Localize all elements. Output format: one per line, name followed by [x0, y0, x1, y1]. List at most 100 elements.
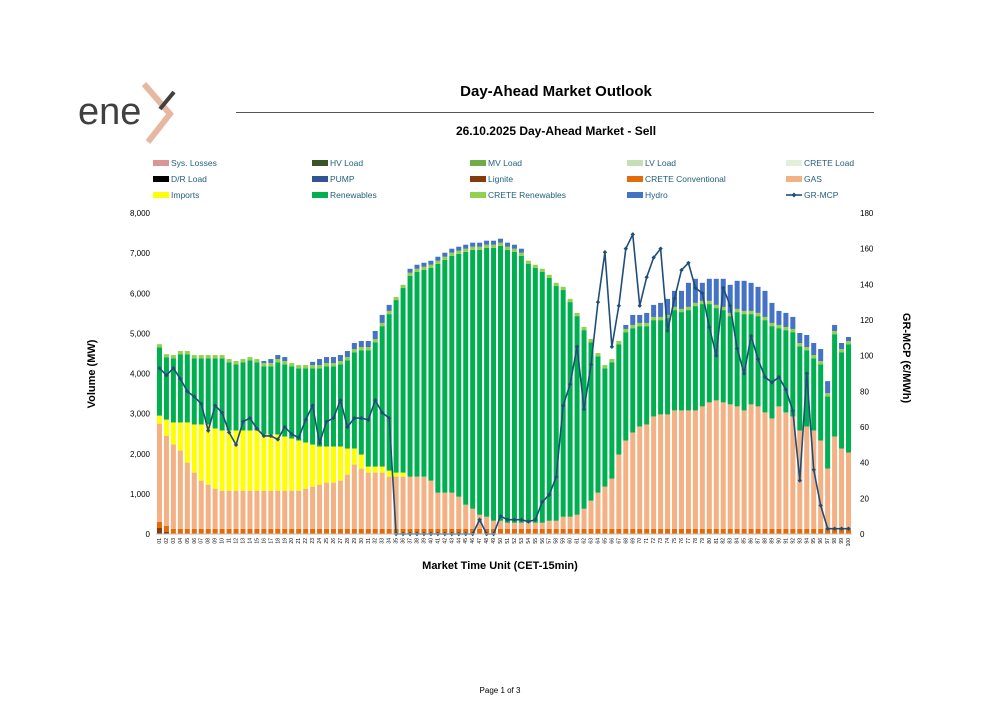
bar-segment-crete-conventional [330, 528, 336, 534]
mcp-point [560, 403, 566, 408]
mcp-point [352, 415, 357, 421]
bar-segment-crete-conventional [790, 528, 796, 534]
legend-label: GR-MCP [804, 190, 839, 200]
bar-segment-renewables [240, 362, 246, 431]
bar-segment-imports [296, 440, 302, 491]
bar-segment-renewables [344, 360, 350, 449]
mcp-point [178, 376, 183, 382]
bar-segment-renewables [442, 259, 448, 493]
bar-segment-crete-conventional [268, 528, 274, 534]
mcp-point [665, 328, 670, 333]
bar-segment-crete-conventional [379, 528, 385, 534]
mcp-point [581, 406, 587, 412]
bar-segment-crete-renewables [832, 330, 838, 335]
legend-swatch [786, 176, 802, 182]
x-tick-label: 44 [456, 538, 462, 544]
bar-segment-crete-conventional [609, 528, 615, 534]
mcp-point [790, 408, 796, 414]
bar-segment-crete-renewables [616, 341, 622, 345]
legend-item: CRETE Load [786, 158, 854, 168]
mcp-point [644, 275, 649, 280]
bar-segment-gas [692, 410, 698, 529]
legend-item: MV Load [470, 158, 522, 168]
bar-segment-imports [330, 446, 336, 483]
x-tick-label: 52 [512, 538, 518, 544]
bar-segment-renewables [630, 328, 636, 433]
bar-segment-renewables [804, 350, 810, 427]
legend-marker [791, 192, 797, 198]
bar-segment-crete-conventional [678, 528, 684, 534]
bar-segment-crete-conventional [651, 528, 657, 534]
bar-segment-renewables [365, 350, 371, 467]
bar-segment-renewables [692, 306, 698, 411]
legend-item: CRETE Renewables [470, 190, 566, 200]
mcp-point [254, 426, 260, 431]
x-tick-label: 23 [310, 538, 316, 544]
bar-segment-imports [282, 436, 288, 491]
bar-segment-crete-conventional [400, 528, 406, 534]
bar-segment-gas [491, 520, 497, 529]
y2-tick-label: 180 [860, 209, 874, 218]
bar-segment-gas [672, 410, 678, 529]
mcp-point [714, 353, 719, 358]
bar-segment-crete-renewables [706, 300, 712, 305]
legend-item: GR-MCP [786, 190, 839, 200]
x-tick-label: 73 [658, 538, 664, 544]
bar-segment-crete-renewables [825, 393, 831, 397]
x-tick-label: 27 [338, 538, 344, 544]
x-tick-label: 63 [589, 538, 595, 544]
x-tick-label: 84 [735, 538, 741, 544]
bar-segment-crete-conventional [261, 528, 267, 534]
bar-segment-crete-conventional [275, 528, 281, 534]
bar-segment-gas [212, 488, 218, 529]
bar-segment-imports [254, 430, 260, 491]
bar-segment-imports [268, 434, 274, 491]
bar-segment-crete-conventional [713, 528, 719, 534]
legend-label: LV Load [645, 158, 676, 168]
mcp-point [776, 374, 782, 380]
y2-axis-title: GR-MCP (€/MWh) [900, 313, 912, 404]
bar-segment-crete-conventional [337, 528, 343, 534]
mcp-point [310, 403, 315, 408]
bar-segment-crete-renewables [518, 252, 524, 256]
bar-segment-crete-renewables [644, 322, 650, 327]
bar-segment-lignite [156, 527, 162, 534]
bar-segment-hydro [755, 286, 761, 313]
x-tick-label: 51 [505, 538, 511, 544]
bar-segment-renewables [637, 326, 643, 427]
bar-segment-crete-conventional [324, 528, 330, 534]
bar-segment-crete-renewables [498, 242, 504, 246]
bar-segment-hydro [379, 314, 385, 323]
mcp-point [533, 517, 538, 522]
bar-segment-renewables [491, 247, 497, 521]
bar-segment-imports [219, 430, 225, 491]
bar-segment-renewables [261, 366, 267, 435]
bar-segment-renewables [372, 342, 378, 467]
bar-segment-crete-conventional [254, 528, 260, 534]
mcp-point [331, 415, 336, 421]
x-tick-label: 85 [742, 538, 748, 544]
bar-segment-renewables [776, 328, 782, 407]
bar-segment-hydro [268, 359, 274, 364]
bar-segment-gas [191, 472, 197, 529]
x-tick-label: 26 [331, 538, 337, 544]
mcp-point [679, 267, 684, 273]
y2-tick-label: 140 [860, 280, 874, 289]
bar-segment-renewables [324, 366, 330, 447]
bar-segment-crete-renewables [289, 363, 295, 367]
bar-segment-hydro [825, 381, 831, 394]
mcp-point [505, 517, 510, 522]
bar-segment-crete-renewables [247, 357, 253, 361]
legend-label: Renewables [330, 190, 377, 200]
bar-segment-crete-renewables [630, 324, 636, 329]
mcp-point [164, 373, 169, 378]
mcp-point [846, 526, 851, 531]
bar-segment-crete-conventional [832, 528, 838, 534]
x-tick-label: 74 [665, 538, 671, 544]
bar-segment-imports [317, 446, 323, 485]
bar-segment-crete-conventional [226, 528, 232, 534]
legend-item: Sys. Losses [153, 158, 217, 168]
mcp-point [616, 303, 622, 308]
bar-segment-hydro [811, 343, 817, 356]
